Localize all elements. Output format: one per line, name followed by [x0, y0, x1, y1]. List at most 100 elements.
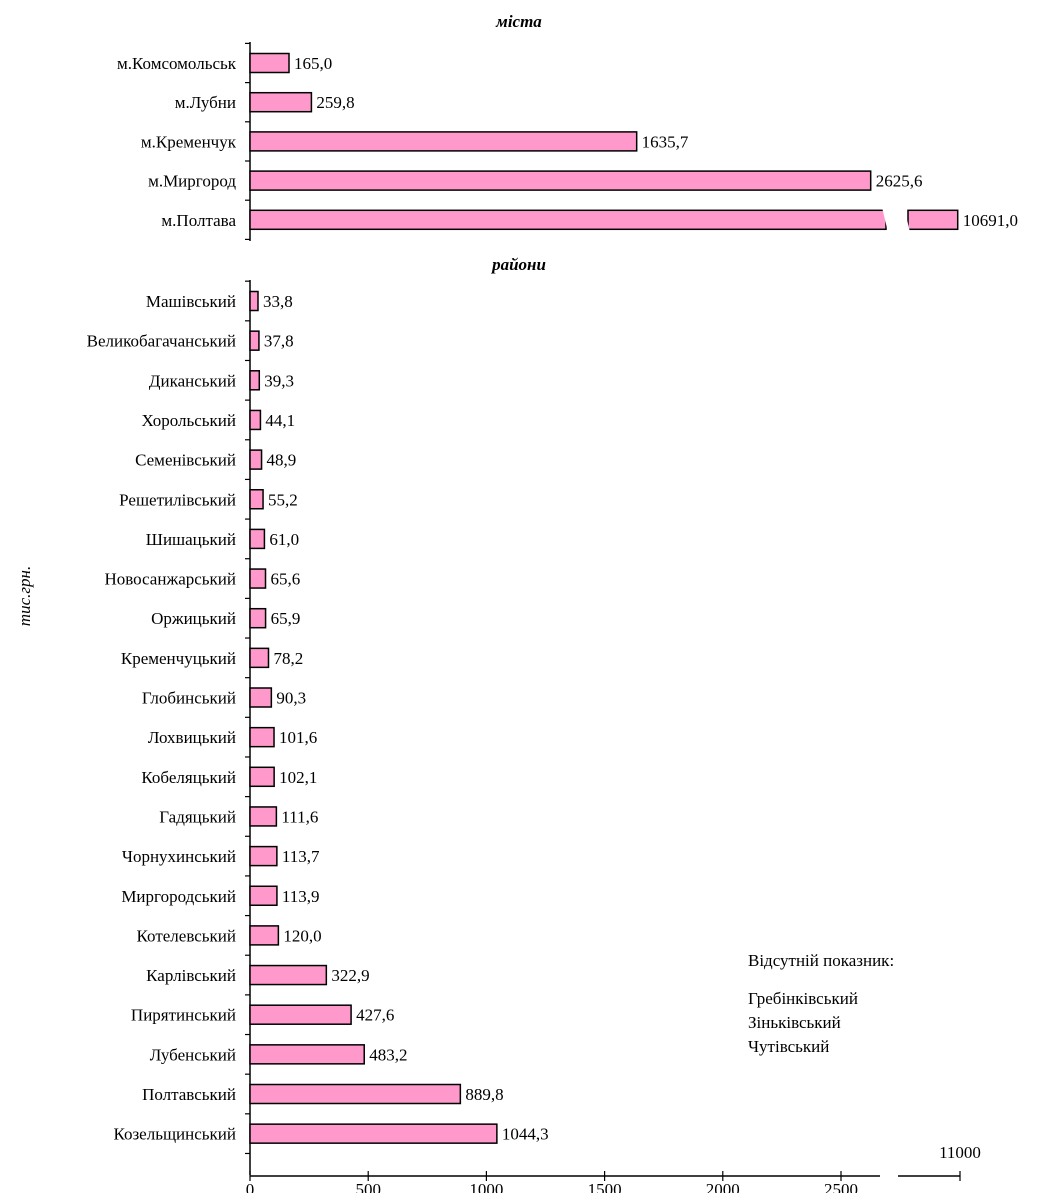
districts-section-title: райони: [490, 255, 546, 274]
districts-bar: [249, 370, 261, 391]
districts-category-label: Новосанжарський: [104, 570, 236, 589]
cities-category-label: м.Полтава: [161, 211, 236, 230]
x-tick-label: 1000: [469, 1180, 503, 1193]
districts-value-label: 102,1: [279, 768, 317, 787]
districts-category-label: Машівський: [146, 292, 236, 311]
cities-value-label: 10691,0: [963, 211, 1018, 230]
cities-bar: [249, 91, 313, 113]
y-axis-label: тис.грн.: [15, 566, 34, 626]
districts-bar: [249, 964, 328, 986]
districts-value-label: 120,0: [283, 926, 321, 945]
districts-value-label: 37,8: [264, 332, 294, 351]
districts-bar: [249, 449, 263, 470]
cities-bar: [249, 52, 290, 74]
districts-category-label: Лохвицький: [148, 728, 236, 747]
cities-section-title: міста: [495, 12, 542, 31]
districts-category-label: Пирятинський: [131, 1006, 236, 1025]
districts-value-label: 889,8: [465, 1085, 503, 1104]
districts-bar: [249, 726, 275, 748]
districts-bar: [249, 489, 264, 510]
districts-value-label: 101,6: [279, 728, 317, 747]
districts-bar: [249, 687, 273, 708]
cities-bar: [249, 170, 872, 191]
districts-category-label: Чорнухинський: [122, 847, 236, 866]
districts-value-label: 322,9: [331, 966, 369, 985]
districts-category-label: Карлівський: [146, 966, 236, 985]
districts-bar: [249, 409, 262, 431]
districts-bar: [249, 1044, 365, 1065]
districts-category-label: Хорольський: [142, 411, 236, 430]
districts-bar: [249, 290, 259, 312]
districts-category-label: Великобагачанський: [87, 332, 236, 351]
cities-value-label: 2625,6: [876, 172, 923, 191]
districts-category-label: Глобинський: [142, 689, 236, 708]
districts-value-label: 113,9: [282, 887, 320, 906]
districts-bar: [249, 806, 278, 827]
districts-bar: [249, 1083, 462, 1105]
districts-category-label: Гадяцький: [159, 807, 236, 826]
cities-bar-break: [882, 207, 910, 233]
districts-bar: [249, 1004, 352, 1025]
districts-category-label: Полтавський: [142, 1085, 236, 1104]
x-tick-label: 2000: [706, 1180, 740, 1193]
districts-category-label: Семенівський: [135, 451, 236, 470]
cities-bar: [907, 209, 959, 231]
districts-category-label: Котелевський: [137, 926, 236, 945]
districts-value-label: 65,6: [271, 570, 301, 589]
labels-layer: міста м.Комсомольськ 165,0 м.Лубни 259,8 м.Кр…: [15, 12, 1018, 1193]
cities-value-label: 1635,7: [642, 132, 689, 151]
districts-value-label: 65,9: [271, 609, 301, 628]
districts-category-label: Кобеляцький: [141, 768, 236, 787]
missing-note-item: Чутівський: [748, 1037, 829, 1056]
cities-category-label: м.Лубни: [175, 93, 236, 112]
districts-bar: [249, 1123, 498, 1144]
x-tick-label: 500: [355, 1180, 381, 1193]
districts-value-label: 33,8: [263, 292, 293, 311]
cities-category-label: м.Комсомольськ: [117, 54, 237, 73]
districts-bar: [249, 925, 280, 946]
districts-category-label: Диканський: [149, 371, 236, 390]
missing-note-item: Гребінківський: [748, 989, 858, 1008]
x-tick-label: 1500: [588, 1180, 622, 1193]
districts-value-label: 78,2: [273, 649, 303, 668]
x-tick-label: 0: [246, 1180, 255, 1193]
cities-value-label: 165,0: [294, 54, 332, 73]
districts-value-label: 1044,3: [502, 1125, 549, 1144]
x-tick-label: 2500: [824, 1180, 858, 1193]
districts-value-label: 90,3: [276, 689, 306, 708]
districts-value-label: 427,6: [356, 1006, 394, 1025]
districts-value-label: 111,6: [281, 807, 318, 826]
districts-category-label: Миргородський: [121, 887, 236, 906]
districts-bar: [249, 607, 267, 629]
cities-value-label: 259,8: [316, 93, 354, 112]
cities-bar: [249, 209, 887, 231]
districts-category-label: Козельщинський: [113, 1125, 236, 1144]
districts-category-label: Лубенський: [150, 1045, 236, 1064]
bars-layer: [249, 52, 959, 1144]
missing-note-item: Зіньківський: [748, 1013, 841, 1032]
cities-category-label: м.Миргород: [148, 172, 236, 191]
cities-bar: [249, 131, 638, 152]
districts-value-label: 113,7: [282, 847, 320, 866]
districts-bar: [249, 885, 278, 906]
districts-category-label: Решетилівський: [119, 490, 236, 509]
districts-value-label: 44,1: [265, 411, 295, 430]
districts-bar: [249, 568, 267, 589]
districts-value-label: 39,3: [264, 371, 294, 390]
districts-bar: [249, 647, 270, 669]
districts-bar: [249, 845, 278, 867]
districts-bar: [249, 330, 260, 351]
x-tick-label: 11000: [939, 1143, 981, 1162]
districts-value-label: 48,9: [267, 451, 297, 470]
missing-note-title: Відсутній показник:: [748, 951, 894, 970]
districts-bar: [249, 528, 266, 550]
districts-bar: [249, 766, 275, 788]
districts-value-label: 61,0: [269, 530, 299, 549]
districts-category-label: Кременчуцький: [121, 649, 236, 668]
districts-value-label: 483,2: [369, 1045, 407, 1064]
cities-category-label: м.Кременчук: [141, 132, 237, 151]
districts-value-label: 55,2: [268, 490, 298, 509]
districts-category-label: Шишацький: [146, 530, 236, 549]
districts-category-label: Оржицький: [151, 609, 236, 628]
